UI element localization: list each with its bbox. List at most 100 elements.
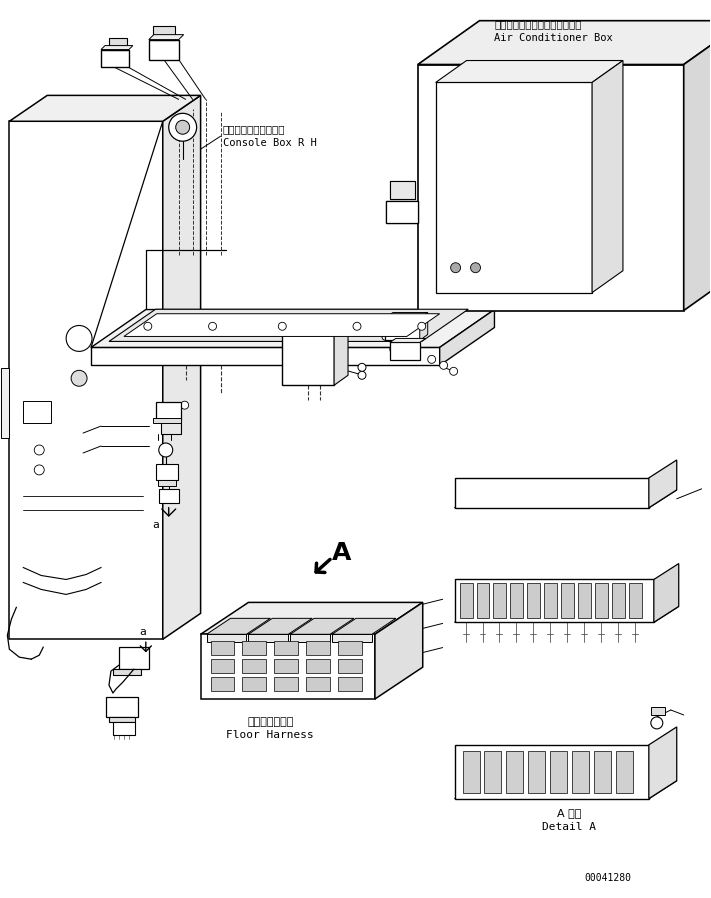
Circle shape [159,443,173,457]
Bar [595,584,608,619]
Bar [158,480,176,486]
Bar [390,342,419,360]
Bar [161,420,181,434]
Circle shape [358,364,366,371]
Polygon shape [91,310,494,348]
Text: a: a [152,520,159,530]
Bar [386,201,418,223]
Polygon shape [248,619,312,634]
Polygon shape [385,313,428,319]
Bar [616,751,633,793]
Polygon shape [454,478,649,507]
Circle shape [390,346,398,354]
Bar [159,489,178,503]
Text: Console Box R H: Console Box R H [223,138,316,148]
Text: フロアハーネス: フロアハーネス [247,717,294,726]
Bar [338,659,362,674]
Polygon shape [418,21,711,65]
Polygon shape [1,368,9,438]
Text: A 詳細: A 詳細 [557,807,582,817]
Circle shape [353,322,361,330]
Circle shape [181,401,188,409]
Bar [385,319,419,340]
Polygon shape [163,95,201,639]
Polygon shape [334,315,348,385]
Text: Floor Harness: Floor Harness [227,730,314,740]
Circle shape [358,371,366,379]
Polygon shape [332,619,396,634]
Bar [484,751,501,793]
Bar [101,49,129,67]
Text: A: A [332,541,352,565]
Polygon shape [149,35,183,40]
Polygon shape [439,310,494,365]
Polygon shape [684,21,711,311]
Bar [463,751,479,793]
Polygon shape [124,313,439,337]
Bar [109,717,135,722]
Text: エアーコンディショナボックス: エアーコンディショナボックス [494,20,582,30]
Circle shape [439,361,448,369]
Polygon shape [436,60,623,83]
Bar [476,584,489,619]
Bar [612,584,625,619]
Circle shape [34,465,44,475]
Bar [156,402,181,420]
Text: Detail A: Detail A [542,822,596,832]
Bar [210,677,235,691]
Polygon shape [248,634,288,642]
Polygon shape [454,579,654,622]
Circle shape [208,322,217,330]
Polygon shape [153,418,181,423]
Polygon shape [282,315,348,325]
Bar [113,722,135,735]
Polygon shape [101,46,133,49]
Bar [274,641,298,656]
Text: Air Conditioner Box: Air Conditioner Box [494,32,613,42]
Polygon shape [109,309,469,341]
Circle shape [144,322,152,330]
Bar [282,325,334,385]
Polygon shape [91,348,439,365]
Polygon shape [290,619,354,634]
Bar [119,647,149,669]
Circle shape [449,367,458,375]
Bar [242,659,267,674]
Bar [528,584,540,619]
Polygon shape [454,780,677,798]
Bar [544,584,557,619]
Polygon shape [9,95,201,121]
Bar [459,584,473,619]
Bar [156,464,178,480]
Bar [210,641,235,656]
Polygon shape [454,744,649,798]
Bar [572,751,589,793]
Circle shape [278,322,287,330]
Bar [153,26,175,40]
Polygon shape [592,60,623,293]
Bar [106,697,138,717]
Bar [651,707,665,715]
Polygon shape [207,634,247,642]
Polygon shape [454,606,679,622]
Circle shape [471,263,481,273]
Bar [629,584,642,619]
Polygon shape [332,634,372,642]
Bar [338,677,362,691]
Polygon shape [290,634,330,642]
Circle shape [34,445,44,455]
Polygon shape [390,339,426,342]
Polygon shape [390,181,415,199]
Circle shape [169,113,197,141]
Polygon shape [419,313,428,340]
Polygon shape [649,460,677,507]
Polygon shape [375,603,423,699]
Bar [23,401,51,423]
Polygon shape [9,121,163,639]
Bar [594,751,611,793]
Text: a: a [139,628,146,638]
Bar [274,677,298,691]
Circle shape [176,120,190,134]
Bar [242,641,267,656]
Circle shape [651,717,663,729]
